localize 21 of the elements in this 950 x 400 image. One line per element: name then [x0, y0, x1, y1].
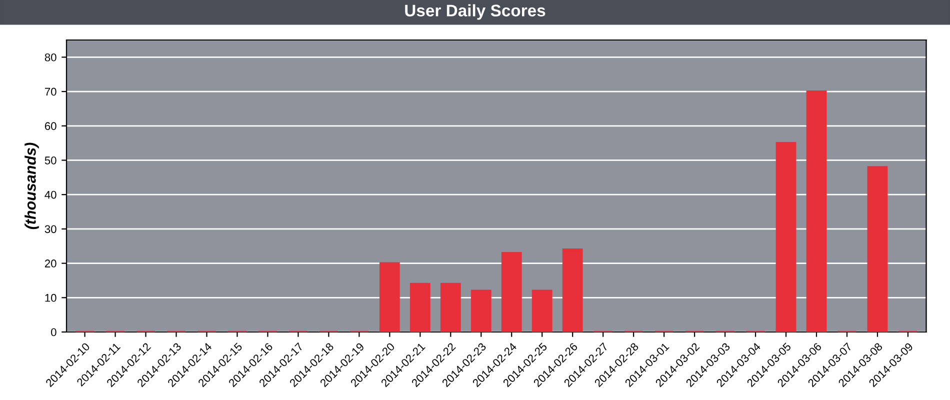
bar [410, 282, 430, 332]
y-tick-label: 50 [44, 156, 56, 164]
bar [806, 90, 827, 332]
y-tick-label: 80 [44, 53, 56, 62]
bar [379, 262, 400, 332]
bar [440, 282, 461, 332]
bar [867, 166, 888, 332]
y-tick-label: 30 [44, 225, 56, 234]
bar [776, 142, 796, 332]
bar [532, 290, 552, 332]
y-tick-label: 40 [44, 190, 56, 199]
bar [501, 252, 522, 332]
y-tick-label: 70 [44, 88, 56, 96]
y-tick-label: 0 [51, 328, 56, 336]
chart-title: User Daily Scores [405, 4, 546, 20]
y-tick-label: 60 [44, 122, 56, 130]
bar [470, 290, 492, 332]
y-tick-label: 10 [45, 294, 56, 302]
y-tick-label: 20 [44, 260, 56, 268]
y-axis-title: (thousands) [24, 142, 39, 230]
bar [562, 248, 583, 332]
